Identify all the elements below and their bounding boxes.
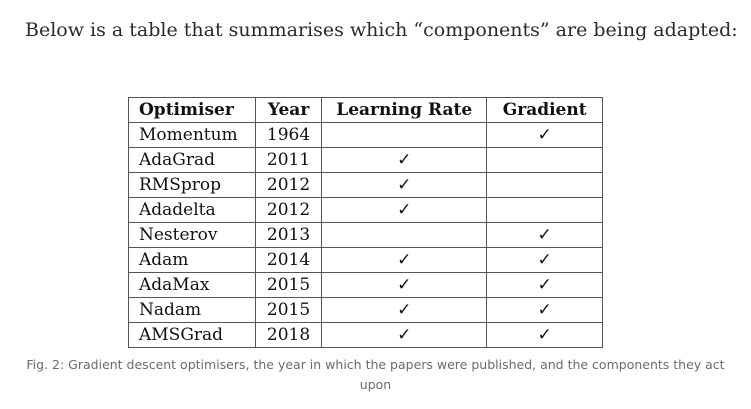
cell-year: 2012 [255, 172, 323, 198]
cell-year: 2014 [255, 247, 323, 273]
cell-learning-rate: ✓ [321, 322, 488, 348]
cell-year: 2012 [255, 197, 323, 223]
cell-year: 2011 [255, 147, 323, 173]
cell-year: 2018 [255, 322, 323, 348]
cell-learning-rate: ✓ [321, 147, 488, 173]
cell-learning-rate: ✓ [321, 247, 488, 273]
cell-optimiser: AdaGrad [127, 147, 257, 173]
cell-learning-rate: ✓ [321, 197, 488, 223]
cell-learning-rate: ✓ [321, 297, 488, 323]
header-gradient: Gradient [486, 97, 603, 123]
cell-gradient: ✓ [486, 272, 603, 298]
table-row: Adam 2014 ✓ ✓ [127, 247, 603, 273]
cell-gradient: ✓ [486, 222, 603, 248]
header-year: Year [255, 97, 323, 123]
cell-learning-rate: ✓ [321, 272, 488, 298]
cell-optimiser: Nesterov [127, 222, 257, 248]
figure-caption: Fig. 2: Gradient descent optimisers, the… [26, 357, 725, 392]
cell-optimiser: Momentum [127, 122, 257, 148]
cell-gradient [486, 147, 603, 173]
cell-optimiser: Nadam [127, 297, 257, 323]
header-learning-rate: Learning Rate [321, 97, 488, 123]
table-row: AdaMax 2015 ✓ ✓ [127, 272, 603, 298]
cell-gradient [486, 172, 603, 198]
table-row: Momentum 1964 ✓ [127, 122, 603, 148]
cell-learning-rate [321, 122, 488, 148]
table-row: AdaGrad 2011 ✓ [127, 147, 603, 173]
table-row: Nesterov 2013 ✓ [127, 222, 603, 248]
table-row: Adadelta 2012 ✓ [127, 197, 603, 223]
cell-gradient: ✓ [486, 297, 603, 323]
intro-paragraph: Below is a table that summarises which “… [25, 19, 738, 41]
table-row: RMSprop 2012 ✓ [127, 172, 603, 198]
cell-year: 1964 [255, 122, 323, 148]
cell-gradient [486, 197, 603, 223]
cell-gradient: ✓ [486, 322, 603, 348]
table-row: Nadam 2015 ✓ ✓ [127, 297, 603, 323]
table-header-row: Optimiser Year Learning Rate Gradient [127, 97, 603, 123]
header-optimiser: Optimiser [127, 97, 257, 123]
cell-learning-rate [321, 222, 488, 248]
cell-optimiser: Adam [127, 247, 257, 273]
cell-year: 2015 [255, 272, 323, 298]
table-body: Momentum 1964 ✓ AdaGrad 2011 ✓ RMSprop 2012 ✓ Ada… [127, 122, 603, 348]
cell-optimiser: AMSGrad [127, 322, 257, 348]
cell-gradient: ✓ [486, 122, 603, 148]
cell-year: 2015 [255, 297, 323, 323]
cell-optimiser: AdaMax [127, 272, 257, 298]
cell-optimiser: Adadelta [127, 197, 257, 223]
optimiser-table: Optimiser Year Learning Rate Gradient Mo… [127, 97, 603, 348]
cell-gradient: ✓ [486, 247, 603, 273]
cell-learning-rate: ✓ [321, 172, 488, 198]
cell-year: 2013 [255, 222, 323, 248]
cell-optimiser: RMSprop [127, 172, 257, 198]
table-row: AMSGrad 2018 ✓ ✓ [127, 322, 603, 348]
